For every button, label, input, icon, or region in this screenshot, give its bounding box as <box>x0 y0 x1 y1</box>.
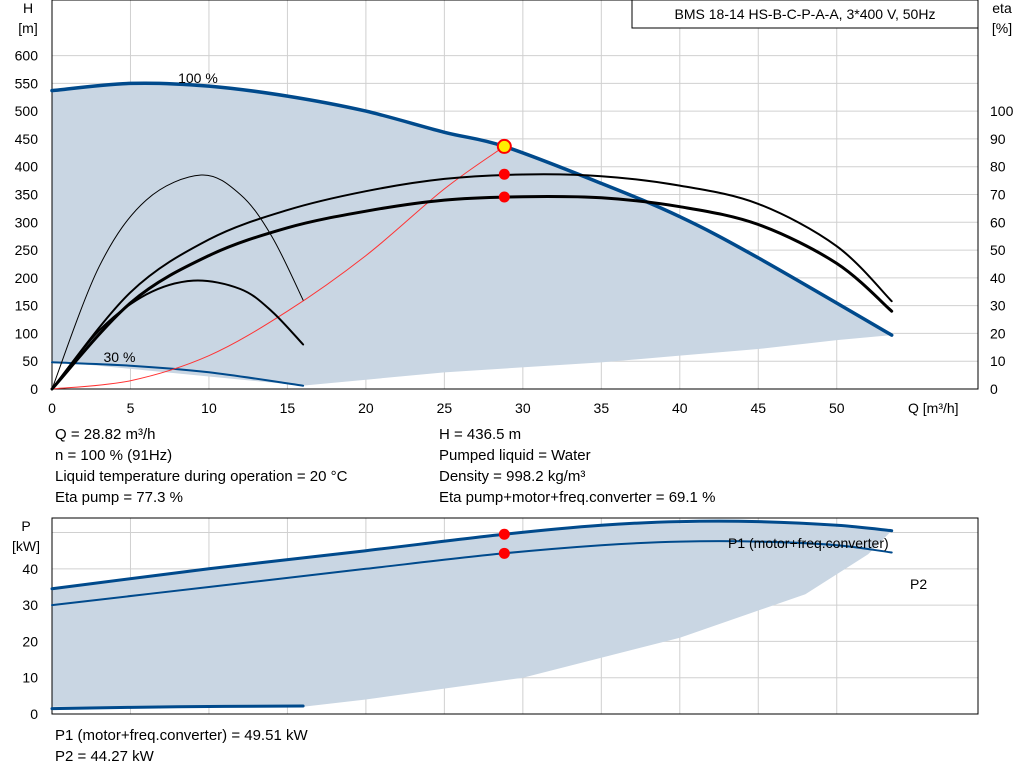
y-tick-label: 350 <box>15 187 39 203</box>
speed-readout: n = 100 % (91Hz) <box>55 447 173 464</box>
legend-p1: P1 (motor+freq.converter) <box>728 535 889 551</box>
chart-title: BMS 18-14 HS-B-C-P-A-A, 3*400 V, 50Hz <box>675 6 936 22</box>
eta-total-readout: Eta pump+motor+freq.converter = 69.1 % <box>439 489 716 506</box>
power-envelope <box>52 521 892 707</box>
x-tick-label: 25 <box>437 400 453 416</box>
duty-point <box>496 138 512 154</box>
power-curve-2 <box>51 540 893 607</box>
operating-envelope <box>52 83 892 386</box>
p1-readout: P1 (motor+freq.converter) = 49.51 kW <box>55 727 308 744</box>
speed-label-1: 100 % <box>178 70 218 86</box>
y2-tick-label: 30 <box>990 298 1006 314</box>
y-tick-label: 200 <box>15 270 39 286</box>
y2-axis-label: eta <box>992 0 1012 16</box>
duty-info-left: Q = 28.82 m³/h n = 100 % (91Hz) Liquid t… <box>55 424 347 508</box>
curve-7 <box>51 279 305 390</box>
y-tick-label: 10 <box>22 670 38 686</box>
x-tick-label: 50 <box>829 400 845 416</box>
efficiency-point-2 <box>498 191 510 203</box>
legend-p2: P2 <box>910 576 927 592</box>
liquid-readout: Pumped liquid = Water <box>439 447 591 464</box>
y-tick-label: 600 <box>15 48 39 64</box>
title-box <box>631 0 979 29</box>
y2-tick-label: 0 <box>990 381 998 397</box>
x-tick-label: 10 <box>201 400 217 416</box>
y2-tick-label: 70 <box>990 187 1006 203</box>
x-tick-label: 20 <box>358 400 374 416</box>
duty-info-right: H = 436.5 m Pumped liquid = Water Densit… <box>439 424 715 508</box>
curve-2 <box>51 361 305 387</box>
curve-5 <box>50 194 894 391</box>
y-tick-label: 400 <box>15 159 39 175</box>
y-tick-label: 50 <box>22 353 38 369</box>
power-curve-1 <box>50 519 894 591</box>
y2-axis-unit: [%] <box>992 20 1012 36</box>
y2-tick-label: 60 <box>990 214 1006 230</box>
curve-6 <box>51 174 304 390</box>
density-readout: Density = 998.2 kg/m³ <box>439 468 586 485</box>
plot-frame <box>51 0 979 390</box>
curve-1 <box>50 81 894 337</box>
y2-tick-label: 10 <box>990 353 1006 369</box>
head-efficiency-plot: 0 5 10 15 20 25 30 35 40 45 5005010015020025030035… <box>15 0 1014 416</box>
curve-4 <box>51 173 893 390</box>
plot-frame <box>51 517 979 715</box>
y2-tick-label: 20 <box>990 325 1006 341</box>
y-axis-unit: [kW] <box>12 538 40 554</box>
x-tick-label: 30 <box>515 400 531 416</box>
y-tick-label: 0 <box>30 381 38 397</box>
head-readout: H = 436.5 m <box>439 426 522 443</box>
y-tick-label: 250 <box>15 242 39 258</box>
y-tick-label: 500 <box>15 103 39 119</box>
y-tick-label: 300 <box>15 214 39 230</box>
power-point-1 <box>498 528 510 540</box>
y-tick-label: 550 <box>15 75 39 91</box>
x-tick-label: 0 <box>48 400 56 416</box>
x-tick-label: 5 <box>127 400 135 416</box>
speed-label-2: 30 % <box>104 349 136 365</box>
efficiency-point-1 <box>498 168 510 180</box>
y-tick-label: 40 <box>22 561 38 577</box>
y2-tick-label: 40 <box>990 270 1006 286</box>
x-tick-label: 40 <box>672 400 688 416</box>
y-tick-label: 150 <box>15 298 39 314</box>
y-tick-label: 450 <box>15 131 39 147</box>
p2-readout: P2 = 44.27 kW <box>55 748 154 765</box>
x-tick-label: 45 <box>750 400 766 416</box>
y-axis-unit: [m] <box>18 20 37 36</box>
x-tick-label: 15 <box>280 400 296 416</box>
flow-readout: Q = 28.82 m³/h <box>55 426 156 443</box>
y-tick-label: 0 <box>30 706 38 722</box>
y-axis-label: P <box>21 518 30 534</box>
curve-3 <box>51 145 505 390</box>
y-tick-label: 30 <box>22 597 38 613</box>
power-info: P1 (motor+freq.converter) = 49.51 kW P2 … <box>55 725 308 767</box>
y-tick-label: 100 <box>15 325 39 341</box>
y2-tick-label: 100 <box>990 103 1014 119</box>
y-tick-label: 20 <box>22 633 38 649</box>
y2-tick-label: 80 <box>990 159 1006 175</box>
temperature-readout: Liquid temperature during operation = 20… <box>55 468 348 485</box>
y2-tick-label: 90 <box>990 131 1006 147</box>
y2-tick-label: 50 <box>990 242 1006 258</box>
y-axis-label: H <box>23 0 33 16</box>
x-tick-label: 35 <box>594 400 610 416</box>
power-point-2 <box>498 547 510 559</box>
eta-pump-readout: Eta pump = 77.3 % <box>55 489 183 506</box>
power-curve-3 <box>50 704 305 711</box>
power-plot: 0 10 20 30 40 P [kW] P1 (motor+freq.converter) P… <box>12 517 979 722</box>
x-axis-label: Q [m³/h] <box>908 400 959 416</box>
